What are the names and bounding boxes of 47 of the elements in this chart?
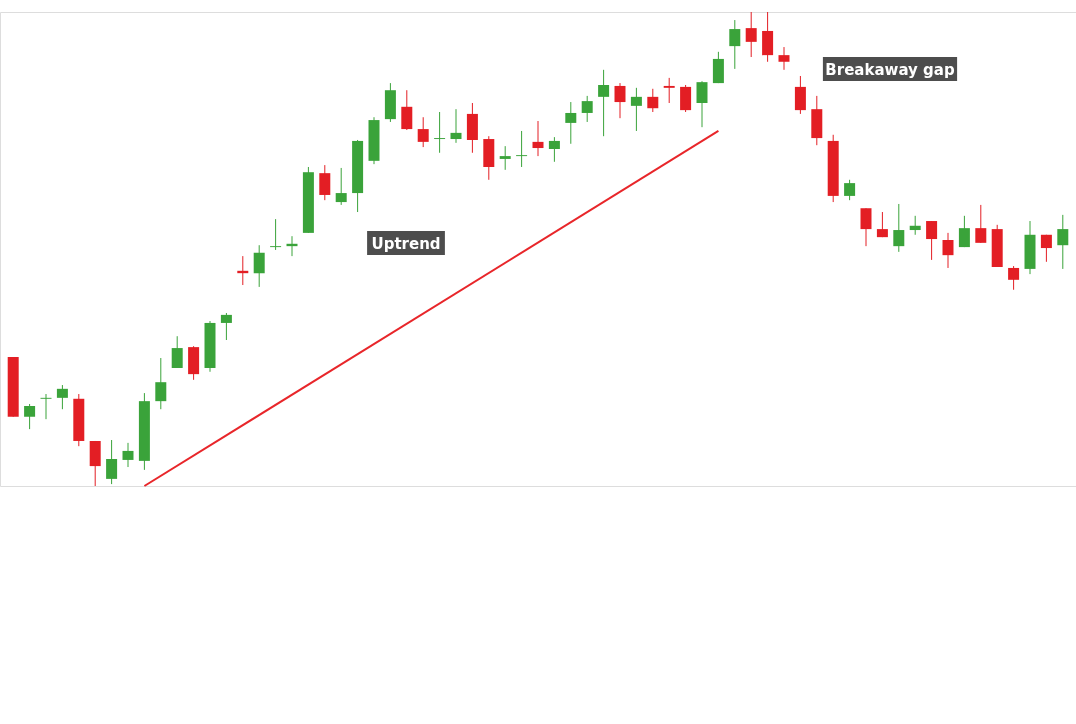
candlestick	[893, 203, 905, 253]
candlestick	[24, 403, 36, 430]
candlestick	[844, 179, 856, 201]
candlestick	[499, 145, 511, 171]
candlestick	[581, 95, 593, 123]
candlestick	[778, 46, 790, 71]
candlestick	[745, 11, 757, 58]
candlestick	[548, 136, 560, 163]
candlestick	[663, 77, 675, 104]
candlestick	[926, 220, 938, 261]
candlestick	[1057, 214, 1069, 270]
candlestick	[647, 88, 659, 113]
candlestick	[942, 232, 954, 269]
annotation: Uptrend	[371, 235, 441, 253]
candlestick	[876, 211, 888, 238]
candlestick	[56, 384, 68, 410]
candlestick	[860, 207, 872, 247]
candlestick	[630, 87, 642, 132]
candlestick	[958, 215, 970, 248]
candlestick	[565, 101, 577, 145]
candlestick	[253, 244, 265, 288]
candlestick	[106, 439, 118, 485]
candlestick	[319, 164, 331, 201]
candlestick	[598, 69, 610, 137]
candlestick	[401, 89, 413, 131]
candlestick	[220, 312, 232, 341]
candlestick	[417, 116, 429, 148]
candlestick	[975, 204, 987, 244]
candlestick	[171, 335, 183, 369]
candlestick	[40, 393, 52, 420]
candlestick	[680, 84, 692, 113]
candlestick	[434, 111, 446, 154]
candlestick	[614, 82, 626, 119]
candlestick	[122, 442, 134, 468]
candlestick	[1040, 234, 1052, 263]
candlestick	[335, 167, 347, 206]
candlestick	[1008, 265, 1020, 291]
candlestick	[516, 130, 528, 168]
candlestick	[729, 19, 741, 70]
candlestick	[696, 80, 708, 128]
candlestick	[270, 218, 282, 251]
candlestick	[532, 120, 544, 157]
candlestick	[794, 75, 806, 115]
candlestick	[450, 108, 462, 144]
candlestick	[155, 357, 167, 410]
annotation: Breakaway gap	[825, 61, 955, 79]
candlestick	[909, 215, 921, 236]
